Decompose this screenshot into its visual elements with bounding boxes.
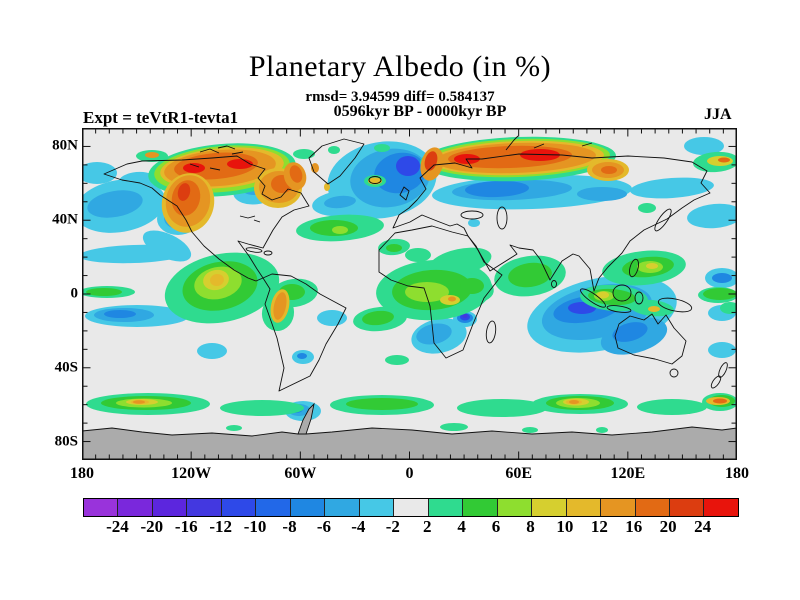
colorbar-tick-label: -24 — [106, 517, 129, 536]
coastlines — [103, 135, 728, 392]
colorbar-segment — [704, 499, 738, 516]
colorbar-segment — [118, 499, 153, 516]
colorbar-segment — [532, 499, 567, 516]
colorbar-tick-label: 8 — [526, 517, 535, 536]
axis-ticks — [83, 129, 736, 459]
period-line: 0596kyr BP - 0000kyr BP — [333, 103, 507, 120]
colorbar-tick-label: -16 — [174, 517, 198, 536]
colorbar-tick-label: 6 — [491, 517, 501, 536]
colorbar-tick-label: 10 — [556, 517, 574, 536]
colorbar-segment — [256, 499, 291, 516]
antarctica-mask — [82, 402, 737, 460]
lon-tick-label: 180 — [70, 465, 94, 482]
colorbar-segment — [497, 499, 533, 516]
lon-tick-label: 60W — [284, 465, 317, 482]
antarctic-peninsula — [297, 402, 315, 435]
colorbar-segment — [221, 499, 257, 516]
colorbar-segment — [152, 499, 188, 516]
colorbar-segment — [566, 499, 602, 516]
colorbar-tick-label: -10 — [243, 517, 267, 536]
colorbar-segment — [359, 499, 395, 516]
colorbar-tick-label: -12 — [209, 517, 233, 536]
season-label: JJA — [704, 106, 732, 123]
map-frame — [82, 128, 737, 460]
colorbar-tick-label: 4 — [457, 517, 466, 536]
experiment-label: Expt = teVtR1-tevta1 — [83, 108, 239, 127]
colorbar-segment — [428, 499, 464, 516]
colorbar-segment — [290, 499, 326, 516]
colorbar — [83, 498, 739, 517]
colorbar-tick-label: 12 — [590, 517, 608, 536]
colorbar-segment — [601, 499, 636, 516]
tropical-orange-cores — [133, 292, 727, 404]
lat-tick-label: 0 — [70, 285, 79, 302]
lat-tick-label: 40N — [52, 211, 78, 228]
colorbar-segment — [325, 499, 360, 516]
stats-line: rmsd= 3.94599 diff= 0.584137 — [305, 89, 495, 105]
contour-map — [82, 128, 737, 460]
lon-tick-label: 0 — [405, 465, 414, 482]
colorbar-tick-label: -20 — [140, 517, 164, 536]
colorbar-segment — [84, 499, 119, 516]
lon-tick-label: 120W — [171, 465, 212, 482]
colorbar-segment — [463, 499, 498, 516]
lon-tick-label: 180 — [725, 465, 749, 482]
colorbar-segment — [669, 499, 705, 516]
lat-tick-label: 40S — [54, 359, 78, 376]
colorbar-segment — [187, 499, 222, 516]
colorbar-tick-label: 2 — [422, 517, 432, 536]
colorbar-tick-label: -4 — [351, 517, 366, 536]
lat-tick-label: 80S — [54, 433, 78, 450]
colorbar-tick-label: 24 — [694, 517, 712, 536]
world-map-panel — [82, 128, 737, 460]
colorbar-tick-label: 16 — [625, 517, 643, 536]
lat-tick-label: 80N — [52, 137, 78, 154]
colorbar-tick-label: 20 — [659, 517, 677, 536]
chart-title: Planetary Albedo (in %) — [248, 50, 552, 83]
colorbar-tick-label: -8 — [282, 517, 297, 536]
colorbar-tick-label: -6 — [316, 517, 332, 536]
colorbar-tick-label: -2 — [385, 517, 400, 536]
colorbar-segment — [635, 499, 670, 516]
lon-tick-label: 120E — [610, 465, 646, 482]
lon-tick-label: 60E — [505, 465, 532, 482]
colorbar-segment — [394, 499, 429, 516]
